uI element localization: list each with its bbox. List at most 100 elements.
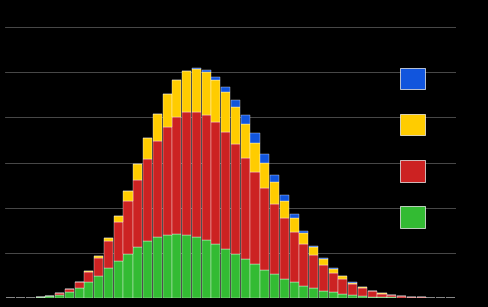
Bar [250, 133, 260, 143]
Bar [260, 163, 269, 188]
Bar [192, 69, 201, 111]
Bar [368, 291, 377, 297]
Bar [270, 274, 279, 298]
Bar [299, 231, 308, 234]
Bar [241, 115, 250, 124]
Bar [378, 297, 386, 298]
Bar [104, 269, 113, 298]
Bar [348, 282, 357, 285]
Bar [182, 71, 191, 72]
Bar [368, 297, 377, 298]
Bar [309, 247, 318, 255]
FancyBboxPatch shape [400, 160, 425, 182]
Bar [202, 115, 211, 240]
Bar [202, 72, 211, 115]
Bar [65, 292, 74, 298]
Bar [319, 265, 328, 290]
Bar [417, 297, 426, 298]
Bar [358, 287, 367, 288]
Bar [94, 258, 103, 276]
Bar [221, 92, 230, 132]
Bar [114, 222, 123, 261]
Bar [250, 143, 260, 173]
Bar [172, 80, 182, 117]
Bar [319, 258, 328, 259]
Bar [289, 214, 299, 218]
Bar [231, 107, 240, 144]
Bar [94, 276, 103, 298]
FancyBboxPatch shape [400, 68, 425, 89]
Bar [280, 201, 289, 218]
Bar [114, 261, 123, 298]
Bar [319, 259, 328, 265]
Bar [280, 279, 289, 298]
Bar [241, 124, 250, 158]
Bar [163, 235, 172, 298]
Bar [163, 95, 172, 127]
Bar [65, 289, 74, 292]
Bar [328, 273, 338, 293]
Bar [55, 295, 64, 298]
Bar [36, 297, 44, 298]
Bar [270, 175, 279, 182]
Bar [319, 290, 328, 298]
Bar [348, 285, 357, 295]
Bar [328, 268, 338, 269]
Bar [270, 204, 279, 274]
Bar [133, 164, 142, 180]
Bar [182, 112, 191, 235]
Bar [133, 247, 142, 298]
Bar [153, 114, 162, 141]
Bar [211, 77, 221, 80]
Bar [114, 216, 123, 222]
Bar [260, 188, 269, 270]
Bar [241, 158, 250, 259]
Bar [358, 296, 367, 298]
Bar [202, 240, 211, 298]
Bar [221, 87, 230, 92]
Bar [143, 138, 152, 159]
Bar [328, 293, 338, 298]
Bar [348, 295, 357, 298]
Bar [387, 297, 396, 298]
Bar [338, 276, 347, 279]
Bar [289, 232, 299, 282]
Bar [172, 117, 182, 234]
Bar [270, 182, 279, 204]
Bar [328, 269, 338, 273]
Bar [289, 282, 299, 298]
Bar [358, 288, 367, 296]
Bar [163, 127, 172, 235]
Bar [104, 238, 113, 241]
Bar [75, 288, 83, 298]
Bar [387, 295, 396, 297]
Bar [241, 259, 250, 298]
Bar [104, 241, 113, 269]
Bar [338, 279, 347, 294]
Bar [250, 264, 260, 298]
Bar [231, 254, 240, 298]
Bar [153, 141, 162, 237]
Bar [172, 234, 182, 298]
Bar [309, 288, 318, 298]
Bar [280, 218, 289, 279]
Bar [309, 246, 318, 247]
Bar [123, 254, 133, 298]
Bar [182, 72, 191, 112]
Bar [84, 282, 93, 298]
Bar [289, 218, 299, 232]
Bar [133, 180, 142, 247]
Bar [84, 272, 93, 282]
Bar [192, 68, 201, 69]
Bar [123, 201, 133, 254]
Bar [182, 235, 191, 298]
Bar [231, 144, 240, 254]
Bar [45, 296, 54, 298]
Bar [397, 296, 406, 297]
FancyBboxPatch shape [400, 114, 425, 135]
Bar [231, 100, 240, 107]
Bar [299, 244, 308, 286]
Bar [378, 293, 386, 297]
Bar [299, 234, 308, 244]
Bar [75, 282, 83, 288]
